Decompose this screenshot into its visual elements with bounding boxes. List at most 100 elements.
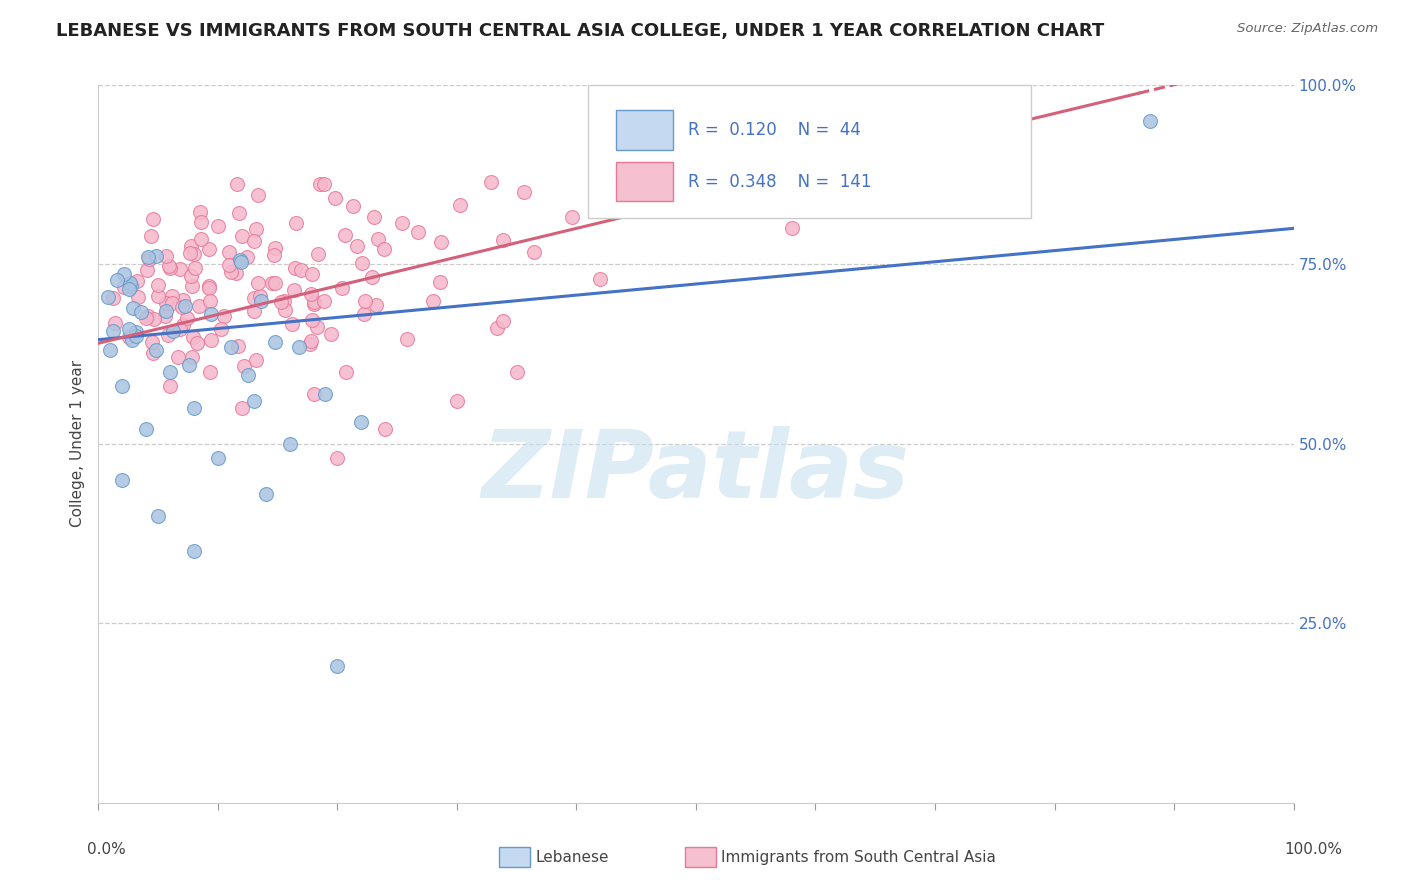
Point — [299, 287, 322, 301]
Point — [198, 243, 221, 257]
Point — [353, 294, 375, 309]
Point — [183, 401, 205, 415]
Point — [142, 346, 165, 360]
Point — [335, 365, 357, 379]
Point — [169, 322, 191, 336]
Point — [326, 451, 349, 466]
Point — [302, 386, 325, 401]
Point — [159, 379, 181, 393]
Point — [485, 321, 508, 335]
Point — [219, 341, 242, 355]
Point — [312, 293, 335, 308]
Point — [231, 401, 253, 415]
Point — [183, 544, 205, 558]
Text: ZIPatlas: ZIPatlas — [482, 426, 910, 518]
Point — [104, 316, 127, 330]
Point — [780, 221, 803, 235]
Point — [136, 263, 159, 277]
Point — [302, 294, 325, 309]
Point — [1139, 113, 1161, 128]
Y-axis label: College, Under 1 year: College, Under 1 year — [70, 360, 86, 527]
Point — [136, 309, 159, 323]
Point — [172, 318, 194, 332]
Point — [360, 270, 382, 285]
Point — [190, 232, 212, 246]
Point — [186, 336, 208, 351]
Text: 100.0%: 100.0% — [1285, 842, 1343, 857]
Point — [148, 508, 170, 523]
Point — [181, 279, 204, 293]
Point — [228, 339, 250, 353]
Point — [429, 275, 451, 289]
Point — [367, 231, 389, 245]
Point — [138, 252, 160, 267]
Point — [391, 216, 413, 230]
Point — [396, 332, 419, 346]
Point — [200, 307, 222, 321]
Text: Immigrants from South Central Asia: Immigrants from South Central Asia — [721, 850, 997, 864]
Point — [118, 322, 141, 336]
Point — [232, 359, 254, 374]
Point — [111, 379, 134, 393]
Point — [188, 299, 211, 313]
Point — [231, 228, 253, 243]
Point — [127, 290, 149, 304]
Point — [112, 268, 135, 282]
Point — [492, 233, 515, 247]
Point — [314, 177, 336, 191]
Point — [236, 250, 259, 264]
Point — [155, 304, 177, 318]
Point — [350, 415, 373, 429]
Point — [260, 276, 283, 290]
Point — [207, 219, 229, 234]
Point — [218, 258, 240, 272]
Point — [121, 301, 143, 315]
Point — [449, 198, 471, 212]
Bar — [616, 162, 673, 202]
Point — [263, 335, 285, 350]
Point — [236, 368, 259, 383]
Point — [198, 279, 221, 293]
Point — [243, 234, 266, 248]
Point — [180, 269, 202, 284]
Point — [374, 422, 396, 436]
Point — [180, 239, 202, 253]
Point — [243, 393, 266, 408]
Point — [589, 271, 612, 285]
Point — [333, 227, 356, 242]
Point — [254, 487, 277, 501]
Point — [246, 276, 269, 290]
Point — [209, 321, 232, 335]
Point — [207, 451, 229, 466]
Point — [301, 313, 323, 327]
Point — [145, 249, 167, 263]
Point — [146, 278, 169, 293]
Point — [181, 351, 204, 365]
Point — [284, 216, 307, 230]
Point — [523, 244, 546, 259]
Point — [342, 199, 364, 213]
Point — [135, 310, 157, 325]
Point — [135, 422, 157, 436]
Point — [309, 177, 332, 191]
Point — [172, 293, 194, 307]
Point — [229, 254, 252, 268]
Point — [118, 277, 141, 291]
Text: R =  0.348    N =  141: R = 0.348 N = 141 — [688, 173, 872, 191]
Point — [513, 186, 536, 200]
Point — [159, 261, 181, 276]
Point — [353, 307, 375, 321]
Point — [373, 242, 395, 256]
Point — [212, 310, 235, 324]
Point — [157, 328, 180, 343]
Point — [142, 212, 165, 227]
Point — [346, 239, 368, 253]
Point — [299, 334, 322, 348]
Point — [305, 319, 328, 334]
Point — [101, 291, 124, 305]
Point — [364, 298, 387, 312]
Point — [172, 301, 194, 315]
Point — [103, 324, 125, 338]
Point — [315, 386, 337, 401]
Point — [446, 393, 468, 408]
